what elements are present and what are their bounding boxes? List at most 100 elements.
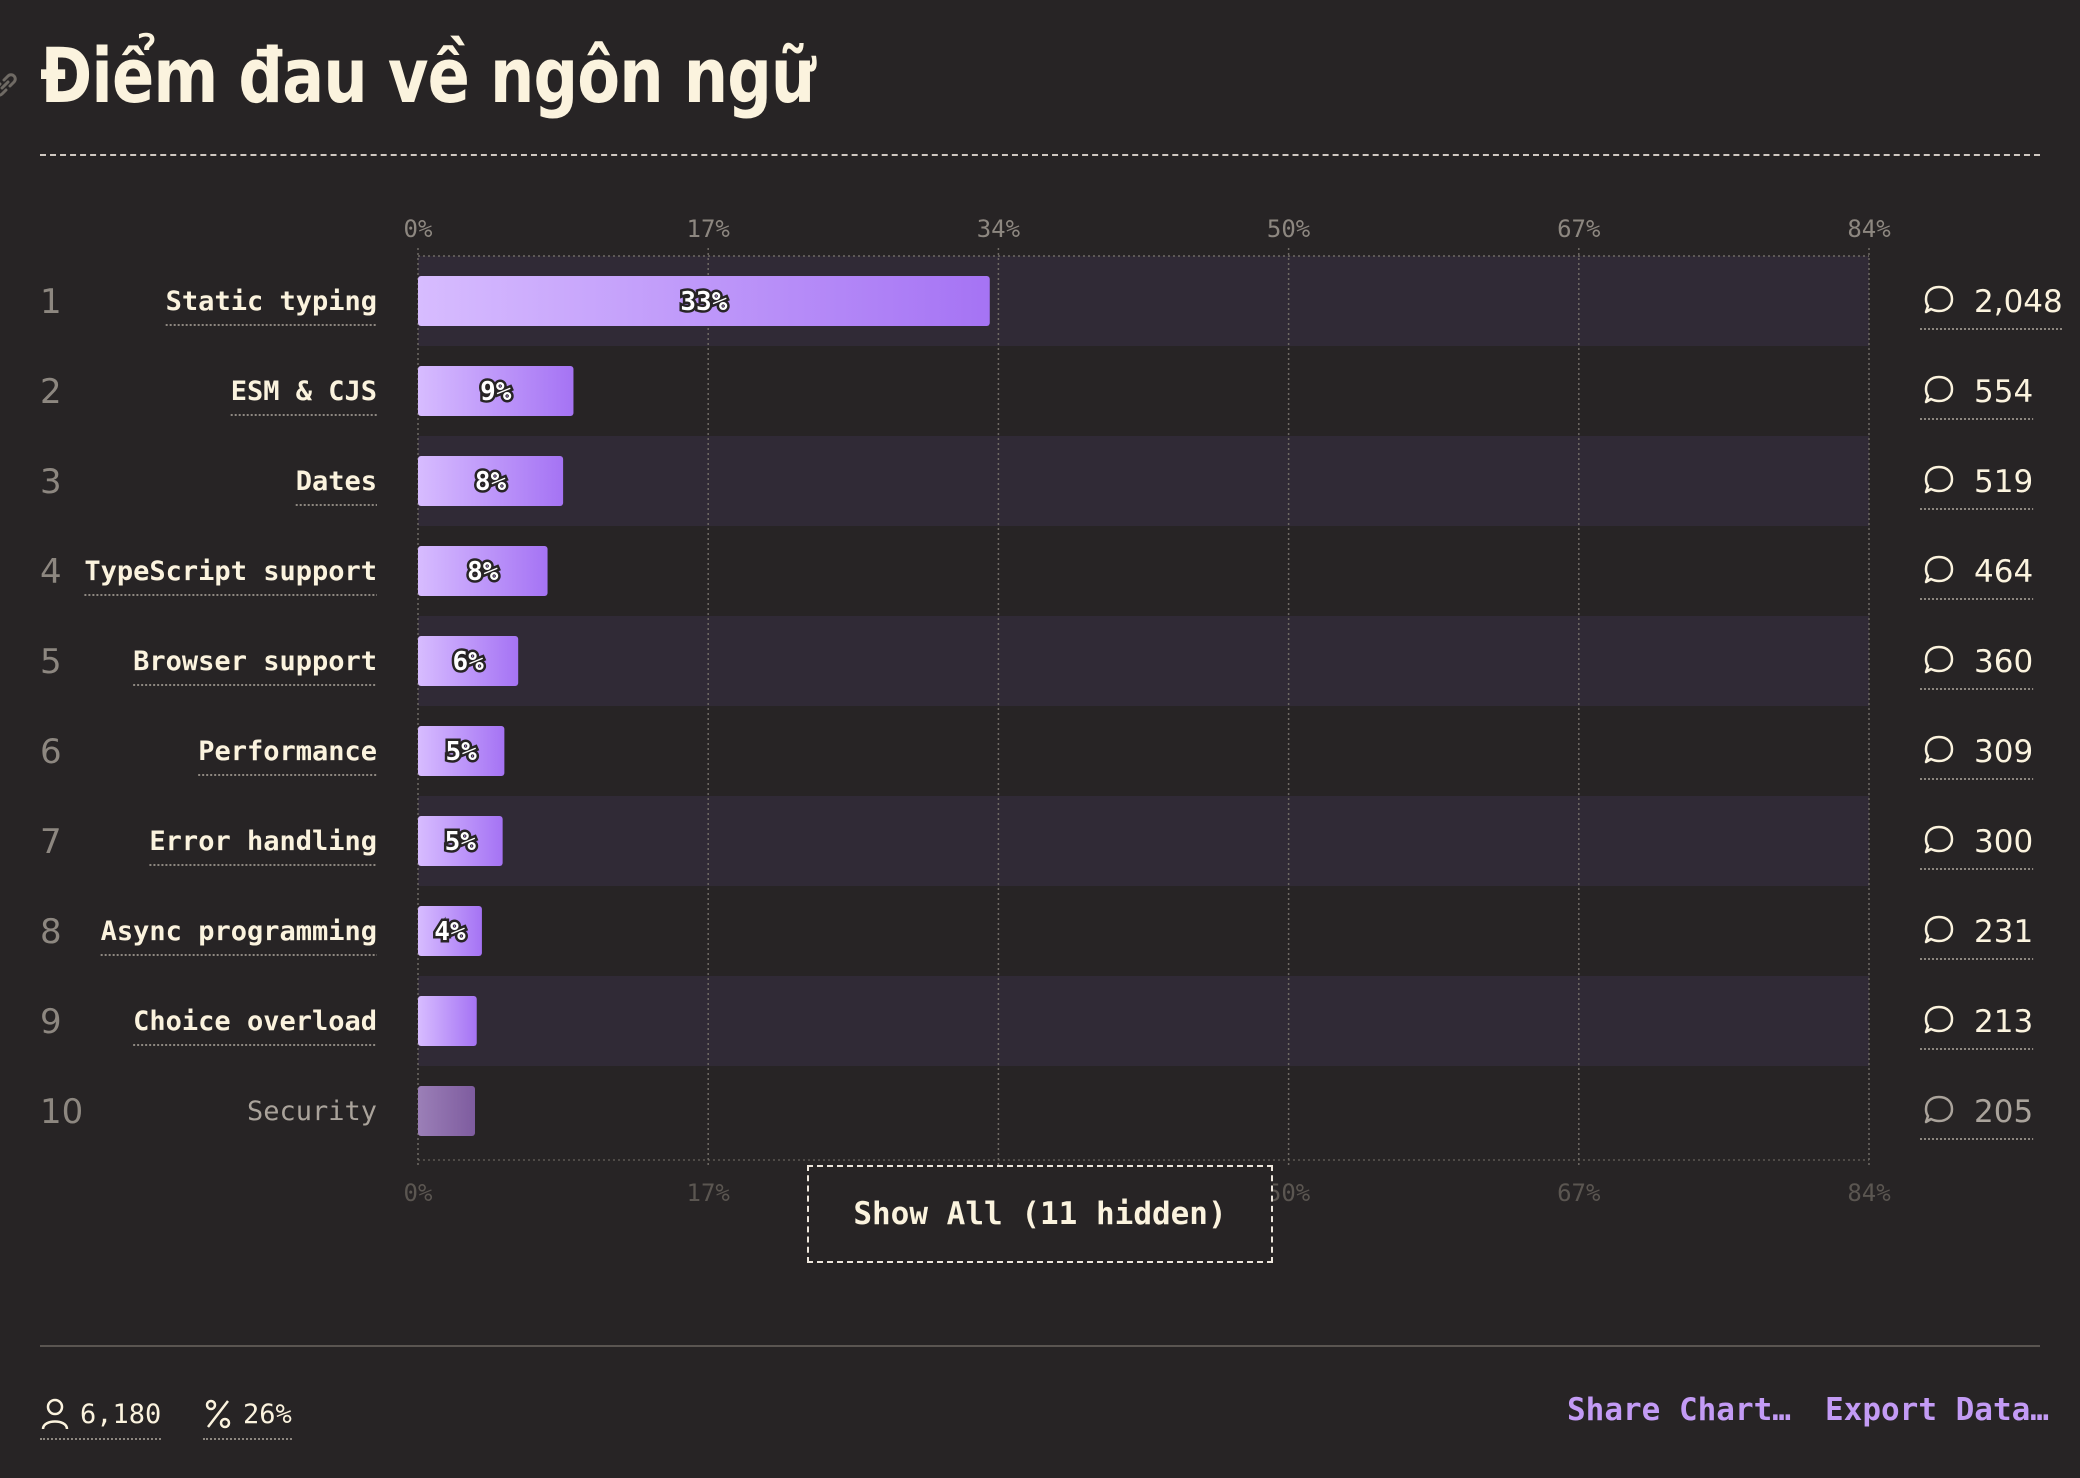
share-chart-link[interactable]: Share Chart… [1567,1392,1791,1428]
response-count: 2,048 [1974,284,2063,320]
x-tick-label-bottom: 17% [687,1179,731,1207]
bar-value-label: 9% [480,377,512,407]
category-label: Static typing [166,286,377,317]
respondents-count: 6,180 [80,1398,162,1430]
comment-icon-shape [1924,555,1954,584]
comment-icon-shape [1924,1005,1954,1034]
bar-value-label: 8% [475,467,507,497]
comment-icon [1924,465,1954,494]
bar-value-label: 6% [452,647,484,677]
percent-icon [205,1399,231,1429]
rank-number: 9 [40,1002,62,1042]
bar [418,726,505,776]
comment-icon [1924,645,1954,674]
bar [418,456,564,506]
rank-number: 2 [40,372,62,412]
bar [418,996,477,1046]
title-divider [40,154,2040,156]
category-label: Choice overload [133,1006,377,1037]
rank-number: 10 [40,1092,83,1132]
x-tick-label-top: 67% [1557,215,1601,243]
page-title: Điểm đau về ngôn ngữ [40,31,815,120]
response-count: 464 [1974,554,2033,590]
row-band [418,436,1869,526]
bar [418,636,519,686]
bar-value-label: 5% [445,827,477,857]
row-bands [418,256,1869,1066]
comment-icon-shape [1924,825,1954,854]
rank-number: 3 [40,462,62,502]
x-tick-label-bottom: 0% [404,1179,433,1207]
respondents-stat[interactable]: 6,180 [40,1392,162,1440]
comment-icon-shape [1924,915,1954,944]
comment-icon [1924,1005,1954,1034]
category-label: Error handling [149,826,377,857]
user-icon [41,1398,69,1430]
x-tick-label-top: 50% [1267,215,1311,243]
comment-icon [1924,555,1954,584]
chart-row: 5 Browser support 6% 360 [40,636,2034,690]
rank-number: 8 [40,912,62,952]
response-count: 309 [1974,734,2033,770]
category-label: ESM & CJS [231,376,377,407]
gridlines [417,248,1870,1168]
response-count: 300 [1974,824,2033,860]
chart-row: 8 Async programming 4% 231 [40,906,2034,960]
response-count: 360 [1974,644,2033,680]
comment-icon-shape [1924,1095,1954,1124]
bar-rows: 1 Static typing 33% 2,048 2 ESM & CJS 9% 554 3 Da… [40,276,2063,1140]
bar [418,906,482,956]
footer-divider [40,1345,2040,1347]
comment-icon-shape [1924,735,1954,764]
category-label: Dates [296,466,377,497]
x-tick-label-bottom: 84% [1847,1179,1891,1207]
rank-number: 1 [40,282,62,322]
bar [418,816,503,866]
x-tick-label-bottom: 50% [1267,1179,1311,1207]
chart-row: 3 Dates 8% 519 [40,456,2034,510]
category-label: TypeScript support [84,556,377,587]
bar [418,546,548,596]
chart-row: 2 ESM & CJS 9% 554 [40,366,2034,420]
comment-icon-shape [1924,645,1954,674]
export-data-link[interactable]: Export Data… [1825,1392,2049,1428]
chart-row: 10 Security 205 [40,1086,2034,1140]
bar-value-label: 5% [446,737,478,767]
category-label: Async programming [101,916,377,947]
rank-number: 6 [40,732,62,772]
link-icon[interactable] [0,70,20,100]
x-tick-label-top: 84% [1847,215,1891,243]
bar-value-label: 8% [467,557,499,587]
percent-value: 26% [243,1398,292,1430]
comment-icon [1924,825,1954,854]
percent-stat[interactable]: 26% [203,1392,292,1440]
x-tick-label-top: 34% [977,215,1021,243]
comment-icon-shape [1924,375,1954,404]
show-all-button[interactable]: Show All (11 hidden) [807,1165,1273,1263]
bar [418,366,574,416]
rank-number: 7 [40,822,62,862]
bar-value-label: 33% [680,287,727,317]
x-tick-label-bottom: 67% [1557,1179,1601,1207]
response-count: 554 [1974,374,2033,410]
response-count: 213 [1974,1004,2033,1040]
bar-value-label: 4% [434,917,466,947]
comment-icon-shape [1924,465,1954,494]
rank-number: 5 [40,642,62,682]
x-tick-label-top: 0% [404,215,433,243]
bar-chart: 0%0%17%17%34%34%50%50%67%67%84%84% 1Stat… [40,215,2063,1207]
category-label: Performance [198,736,377,767]
comment-icon [1924,1095,1954,1124]
comment-icon [1924,735,1954,764]
chart-row: 7 Error handling 5% 300 [40,816,2034,870]
row-band [418,976,1869,1066]
category-label: Browser support [133,646,377,677]
category-label: Security [247,1096,377,1127]
response-count: 231 [1974,914,2033,950]
comment-icon [1924,915,1954,944]
chart-row: 1 Static typing 33% 2,048 [40,276,2063,330]
response-count: 205 [1974,1094,2033,1130]
x-tick-label-top: 17% [687,215,731,243]
comment-icon-shape [1924,285,1954,314]
chart-row: 6 Performance 5% 309 [40,726,2034,780]
